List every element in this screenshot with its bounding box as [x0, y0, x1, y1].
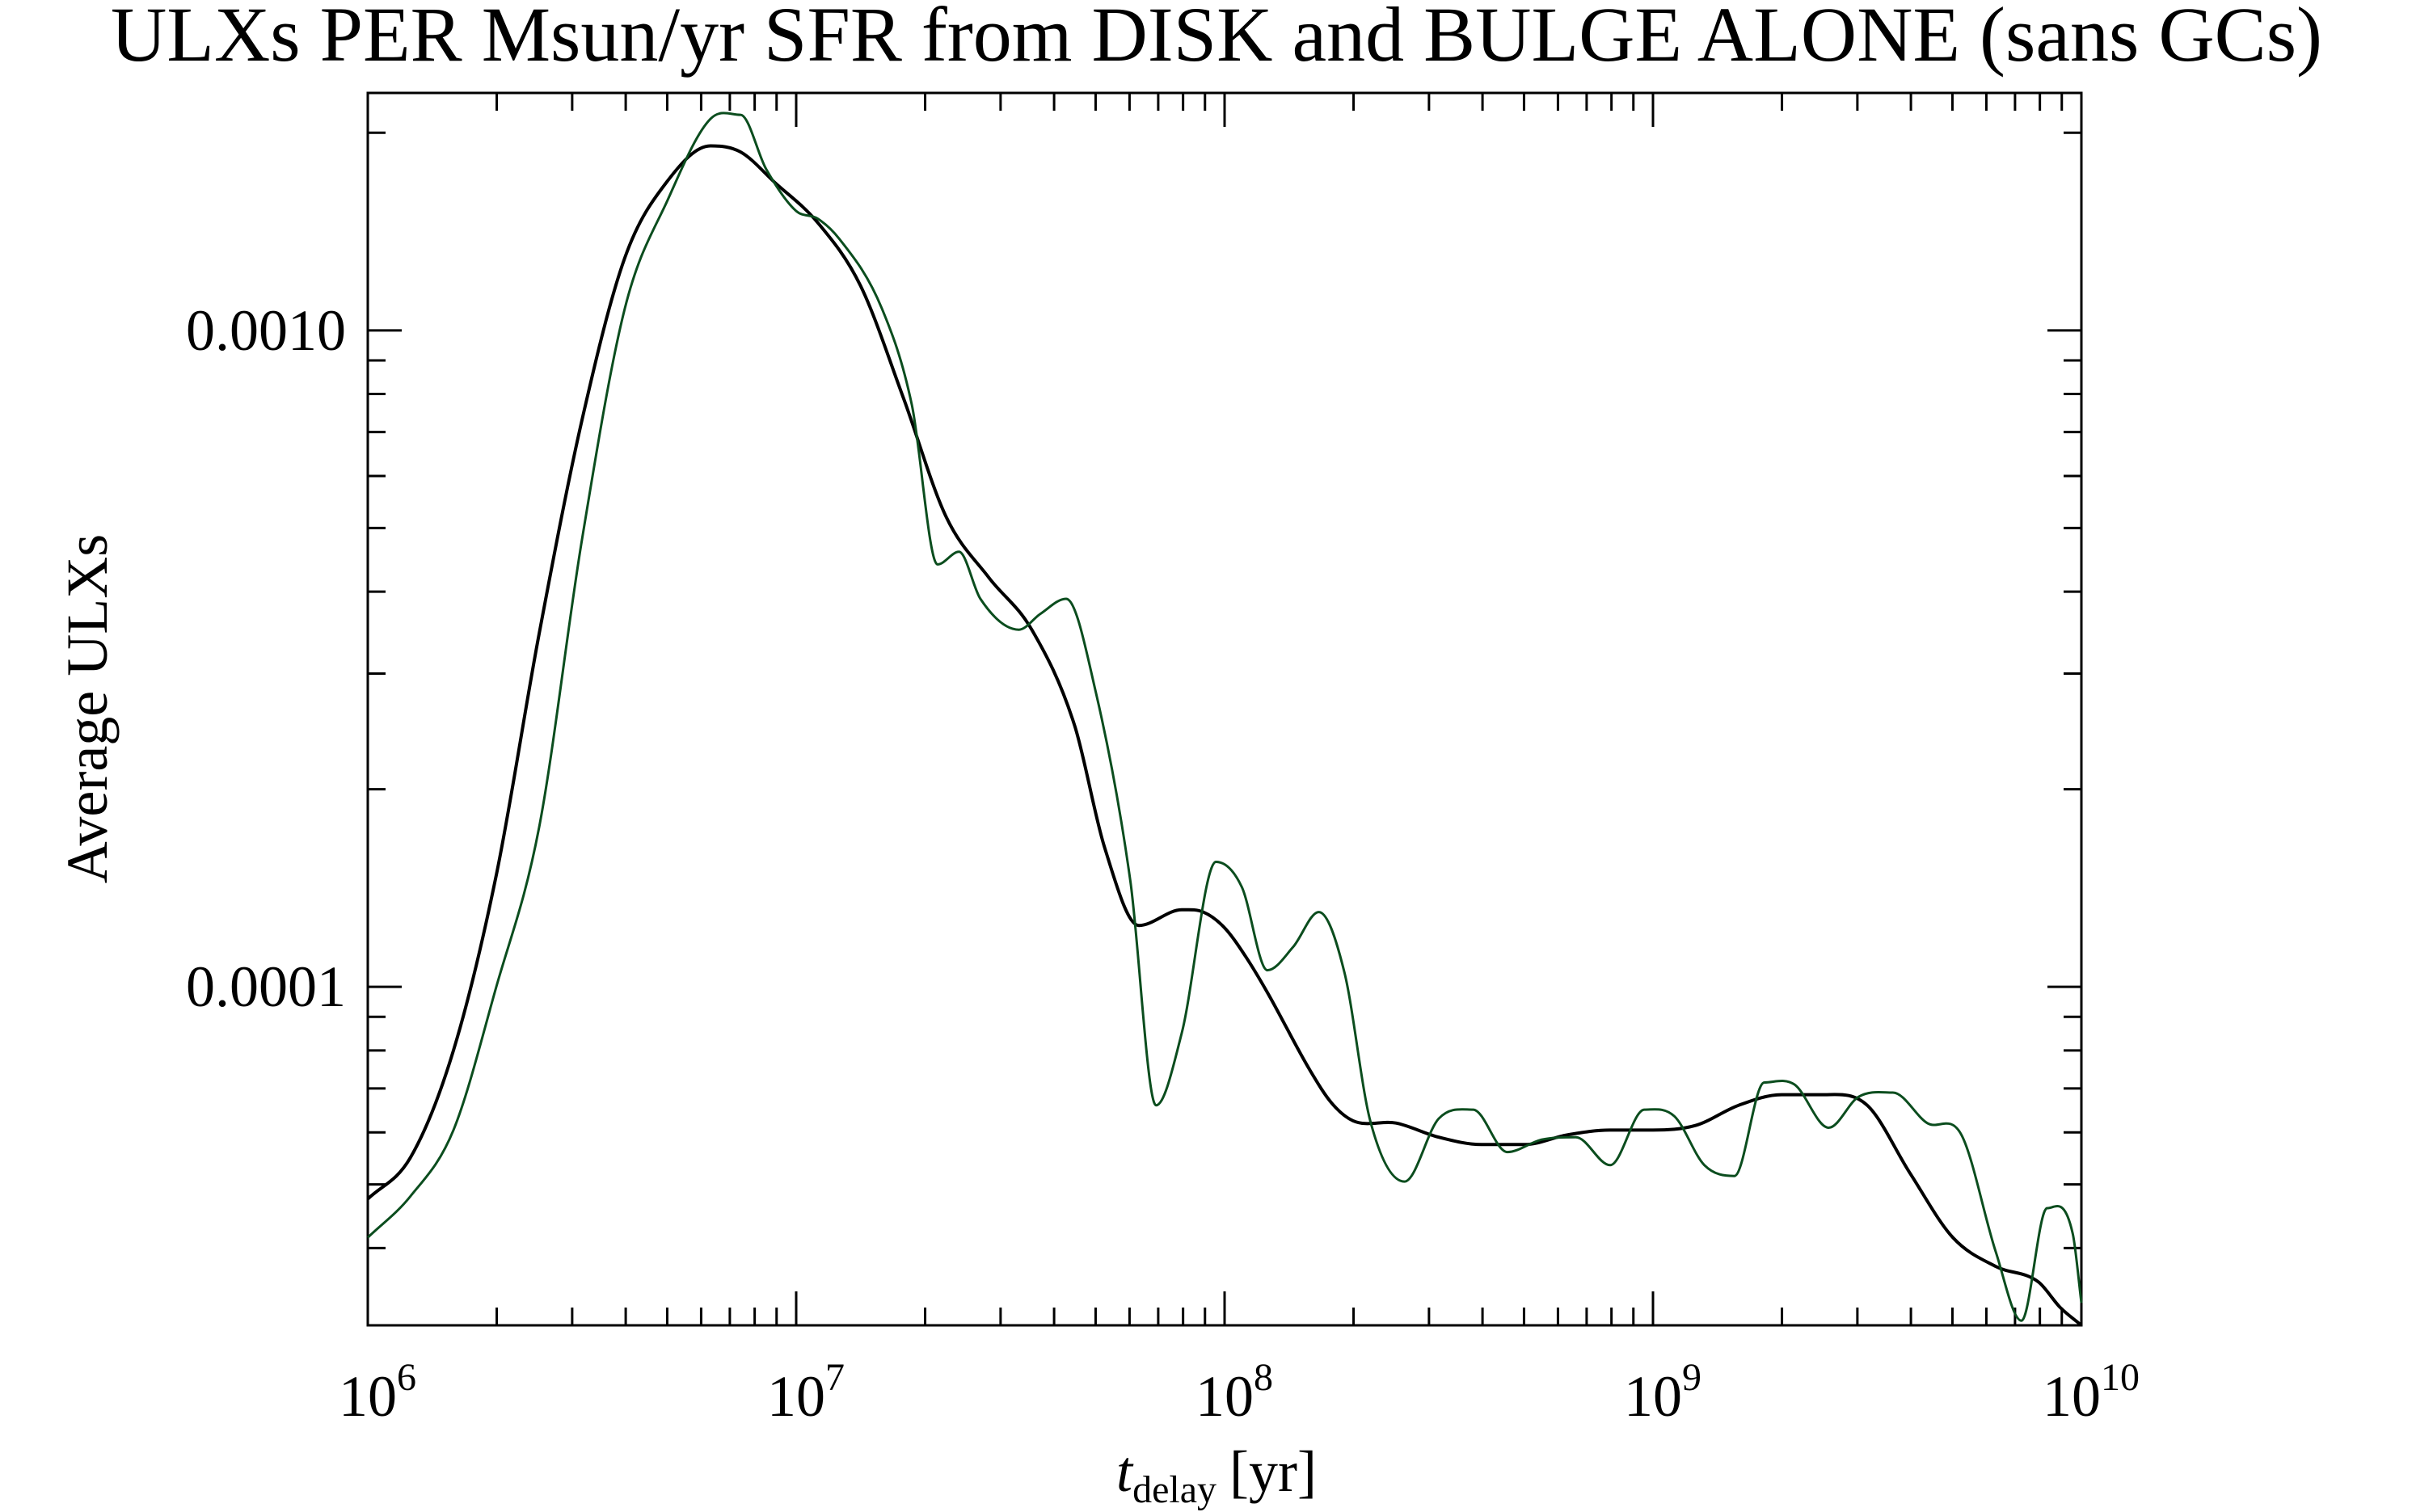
- series-line-1: [366, 144, 2083, 1327]
- x-tick-label-exponent: 9: [1682, 1356, 1701, 1399]
- x-tick-label: 107: [767, 1356, 845, 1429]
- x-tick-label-base: 10: [767, 1364, 825, 1429]
- x-tick-label-base: 10: [339, 1364, 397, 1429]
- x-axis-ticks: 106 107 108 109 1010: [339, 93, 2140, 1429]
- x-tick-label: 106: [339, 1356, 416, 1429]
- chart-title: ULXs PER Msun/yr SFR from DISK and BULGE…: [111, 0, 2322, 78]
- x-tick-label-base: 10: [1624, 1364, 1682, 1429]
- x-tick-label: 1010: [2043, 1356, 2140, 1429]
- x-axis-label: tdelay [yr]: [1116, 1439, 1317, 1511]
- series-lines: [366, 112, 2083, 1327]
- y-axis-label: Average ULXs: [55, 534, 120, 884]
- y-tick-label: 0.0010: [186, 298, 346, 363]
- x-axis-label-subscript: delay: [1132, 1468, 1216, 1511]
- plot-frame: [366, 91, 2083, 1327]
- x-axis-label-unit: [yr]: [1229, 1439, 1317, 1504]
- y-axis-ticks: 0.0010 0.0001: [186, 298, 2081, 1019]
- series-line-2: [366, 112, 2083, 1322]
- minor-ticks: [368, 93, 2081, 1325]
- x-tick-label-exponent: 6: [397, 1356, 416, 1399]
- x-axis-label-symbol: t: [1116, 1439, 1134, 1504]
- x-tick-label-exponent: 7: [825, 1356, 845, 1399]
- x-tick-label-base: 10: [2043, 1364, 2101, 1429]
- x-tick-label-exponent: 10: [2101, 1356, 2140, 1399]
- x-tick-label: 108: [1195, 1356, 1273, 1429]
- x-tick-label-base: 10: [1195, 1364, 1254, 1429]
- x-tick-label-exponent: 8: [1254, 1356, 1273, 1399]
- x-tick-label: 109: [1624, 1356, 1701, 1429]
- y-tick-label: 0.0001: [186, 954, 346, 1019]
